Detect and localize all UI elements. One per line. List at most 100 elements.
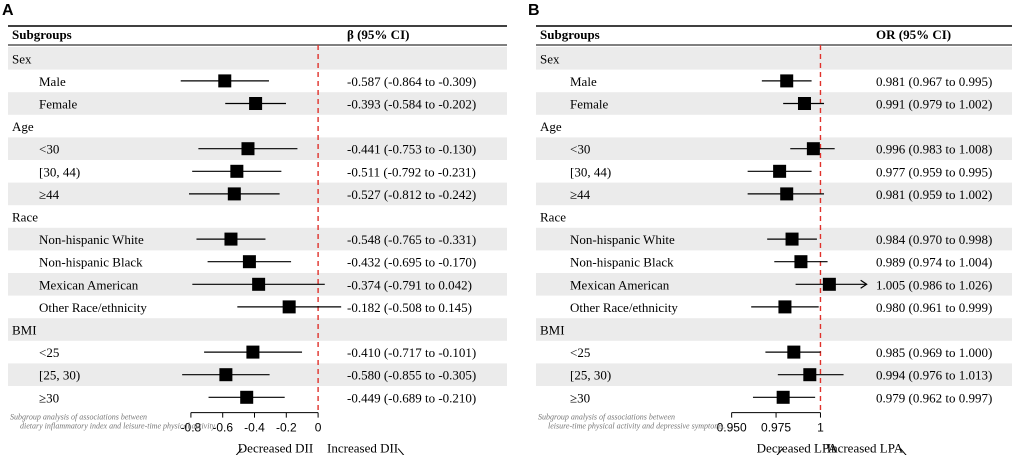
subgroup-label: Non-hispanic Black: [570, 255, 674, 270]
subgroup-label: Male: [570, 74, 597, 89]
estimate-marker: [241, 142, 255, 156]
ci-arrow: [860, 279, 868, 289]
estimate-text: -0.511 (-0.792 to -0.231): [347, 164, 476, 179]
estimate-text: 0.981 (0.967 to 0.995): [876, 74, 992, 89]
subgroup-label: ≥30: [570, 390, 590, 405]
group-label: Race: [540, 210, 566, 225]
estimate-text: -0.374 (-0.791 to 0.042): [347, 277, 472, 292]
estimate-marker: [787, 345, 801, 359]
subgroup-label: Non-hispanic White: [39, 232, 144, 247]
group-label: Sex: [540, 51, 560, 66]
x-tick-label: -0.8: [181, 421, 202, 435]
direction-left-arrow: [776, 448, 784, 455]
subgroup-label: Female: [570, 97, 608, 112]
x-tick-label: -0.2: [276, 421, 297, 435]
estimate-text: -0.432 (-0.695 to -0.170): [347, 255, 476, 270]
estimate-text: 0.996 (0.983 to 1.008): [876, 142, 992, 157]
x-tick-label: 1: [817, 421, 824, 435]
estimate-text: -0.587 (-0.864 to -0.309): [347, 74, 476, 89]
subgroup-label: Other Race/ethnicity: [39, 300, 147, 315]
subgroup-label: Mexican American: [39, 277, 139, 292]
row-band: [536, 47, 1012, 70]
estimate-marker: [240, 390, 254, 404]
estimate-marker: [246, 345, 260, 359]
estimate-text: -0.580 (-0.855 to -0.305): [347, 368, 476, 383]
estimate-marker: [806, 142, 820, 156]
estimate-text: 0.979 (0.962 to 0.997): [876, 390, 992, 405]
group-label: BMI: [12, 323, 37, 338]
estimate-text: 0.977 (0.959 to 0.995): [876, 164, 992, 179]
subgroup-label: <25: [39, 345, 59, 360]
direction-right-arrow: [397, 448, 405, 455]
direction-right-label: Increased LPA: [827, 441, 904, 455]
panel-A: A Subgroups β (95% CI) Sex Male -0.587 (-0.86…: [2, 2, 507, 455]
estimate-marker: [797, 97, 811, 110]
subgroup-label: ≥44: [570, 187, 591, 202]
header-subgroups: Subgroups: [540, 27, 600, 42]
subgroup-label: Non-hispanic White: [570, 232, 675, 247]
estimate-marker: [230, 164, 244, 178]
subgroup-label: [30, 44): [570, 164, 611, 179]
direction-left-arrow: [235, 448, 243, 455]
estimate-marker: [780, 187, 794, 201]
estimate-text: 0.989 (0.974 to 1.004): [876, 255, 992, 270]
estimate-text: 0.981 (0.959 to 1.002): [876, 187, 992, 202]
estimate-marker: [218, 74, 232, 88]
caption-line: Subgroup analysis of associations betwee…: [538, 413, 675, 422]
estimate-marker: [242, 255, 256, 269]
estimate-text: -0.410 (-0.717 to -0.101): [347, 345, 476, 360]
subgroup-label: <30: [39, 142, 59, 157]
caption-line: leisure-time physical activity and depre…: [548, 422, 725, 431]
row-band: [536, 92, 1012, 115]
estimate-marker: [785, 232, 799, 246]
header-subgroups: Subgroups: [12, 27, 72, 42]
estimate-text: -0.548 (-0.765 to -0.331): [347, 232, 476, 247]
caption-line: Subgroup analysis of associations betwee…: [10, 413, 147, 422]
estimate-text: -0.441 (-0.753 to -0.130): [347, 142, 476, 157]
subgroup-label: [30, 44): [39, 164, 80, 179]
direction-right-arrow: [900, 448, 907, 455]
subgroup-label: Non-hispanic Black: [39, 255, 143, 270]
subgroup-label: Male: [39, 74, 66, 89]
x-tick-label: -0.4: [244, 421, 265, 435]
row-band: [8, 47, 507, 70]
estimate-marker: [822, 277, 836, 291]
panel-letter: A: [2, 2, 14, 19]
estimate-text: -0.393 (-0.584 to -0.202): [347, 97, 476, 112]
subgroup-label: [25, 30): [39, 368, 80, 383]
caption-line: dietary inflammatory index and leisure-t…: [20, 422, 217, 431]
estimate-marker: [219, 368, 233, 382]
estimate-text: 1.005 (0.986 to 1.026): [876, 277, 992, 292]
estimate-marker: [252, 277, 266, 291]
subgroup-label: Female: [39, 97, 77, 112]
row-band: [536, 137, 1012, 160]
estimate-text: 0.980 (0.961 to 0.999): [876, 300, 992, 315]
subgroup-label: Other Race/ethnicity: [570, 300, 678, 315]
panel-letter: B: [528, 2, 540, 19]
estimate-marker: [224, 232, 238, 246]
estimate-text: 0.994 (0.976 to 1.013): [876, 368, 992, 383]
x-tick-label: 0.950: [717, 421, 747, 435]
direction-left-label: Decreased DII: [238, 441, 313, 455]
estimate-text: 0.991 (0.979 to 1.002): [876, 97, 992, 112]
group-label: BMI: [540, 323, 565, 338]
x-tick-label: 0: [315, 421, 322, 435]
estimate-marker: [282, 300, 296, 314]
row-band: [536, 363, 1012, 386]
subgroup-label: ≥44: [39, 187, 60, 202]
estimate-text: 0.985 (0.969 to 1.000): [876, 345, 992, 360]
row-band: [536, 273, 1012, 296]
estimate-marker: [803, 368, 817, 382]
estimate-text: -0.449 (-0.689 to -0.210): [347, 390, 476, 405]
subgroup-label: <25: [570, 345, 590, 360]
header-estimate: OR (95% CI): [876, 27, 951, 42]
group-label: Age: [540, 119, 562, 134]
direction-right-label: Increased DII: [327, 441, 398, 455]
estimate-marker: [780, 74, 794, 88]
group-label: Age: [12, 119, 34, 134]
x-tick-label: 0.975: [761, 421, 791, 435]
x-tick-label: -0.6: [212, 421, 233, 435]
subgroup-label: ≥30: [39, 390, 59, 405]
